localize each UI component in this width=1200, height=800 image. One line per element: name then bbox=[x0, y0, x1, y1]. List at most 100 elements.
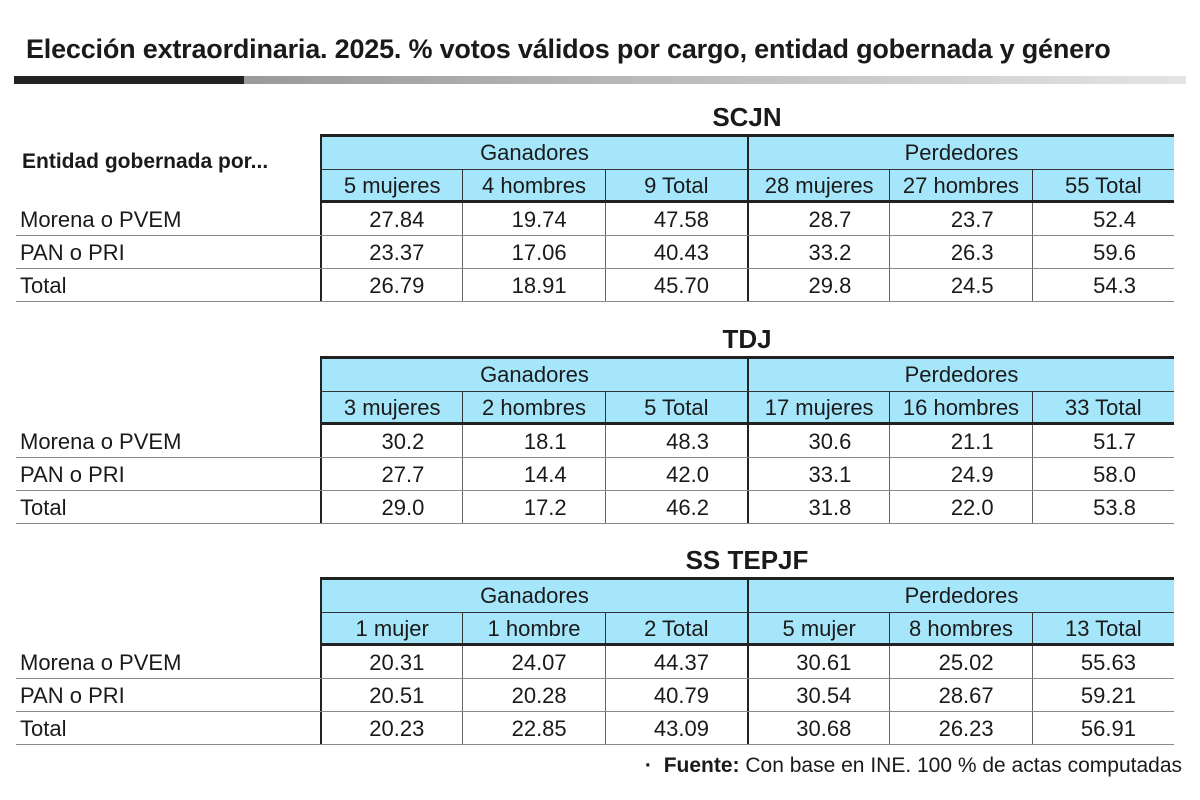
value-cell: 18.1 bbox=[462, 425, 604, 457]
title-underline bbox=[14, 76, 1186, 84]
table-top-rule bbox=[320, 577, 1174, 580]
table-row: PAN o PRI 20.51 20.28 40.79 30.54 28.67 59.21 bbox=[16, 679, 1174, 712]
value-cell: 47.58 bbox=[604, 203, 747, 235]
group-header-cell: Ganadores bbox=[320, 580, 747, 612]
value-cell: 58.0 bbox=[1031, 458, 1174, 490]
column-header-row: 1 mujer 1 hombre 2 Total 5 mujer 8 hombres 13… bbox=[320, 613, 1174, 646]
table-top-rule bbox=[320, 356, 1174, 359]
column-header-cell: 55 Total bbox=[1031, 170, 1174, 200]
value-cell: 29.0 bbox=[320, 491, 462, 523]
value-cell: 26.3 bbox=[889, 236, 1031, 268]
value-cell: 20.28 bbox=[462, 679, 604, 711]
row-label: PAN o PRI bbox=[20, 240, 125, 265]
table-row: Total 26.79 18.91 45.70 29.8 24.5 54.3 bbox=[16, 269, 1174, 302]
table-top-rule bbox=[320, 134, 1174, 137]
value-cell: 53.8 bbox=[1031, 491, 1174, 523]
value-cell: 25.02 bbox=[889, 646, 1031, 678]
value-cell: 26.23 bbox=[889, 712, 1031, 744]
group-header-cell: Perdedores bbox=[747, 359, 1174, 391]
column-header-cell: 28 mujeres bbox=[746, 170, 889, 200]
table-section-2: SS TEPJF Ganadores Perdedores 1 mujer 1 homb… bbox=[16, 545, 1174, 747]
value-cell: 22.85 bbox=[462, 712, 604, 744]
row-label: PAN o PRI bbox=[20, 683, 125, 708]
value-cell: 21.1 bbox=[889, 425, 1031, 457]
column-header-cell: 5 mujer bbox=[746, 613, 889, 643]
table-row: Total 29.0 17.2 46.2 31.8 22.0 53.8 bbox=[16, 491, 1174, 524]
column-header-cell: 33 Total bbox=[1031, 392, 1174, 422]
value-cell: 29.8 bbox=[746, 269, 889, 301]
row-label: Morena o PVEM bbox=[20, 429, 182, 454]
table-row: Total 20.23 22.85 43.09 30.68 26.23 56.91 bbox=[16, 712, 1174, 745]
column-header-cell: 9 Total bbox=[604, 170, 747, 200]
value-cell: 18.91 bbox=[462, 269, 604, 301]
table-section-1: TDJ Ganadores Perdedores 3 mujeres 2 hombres… bbox=[16, 324, 1174, 526]
value-cell: 28.67 bbox=[889, 679, 1031, 711]
group-header-cell: Ganadores bbox=[320, 359, 747, 391]
table-row: Morena o PVEM 27.84 19.74 47.58 28.7 23.7 52.4 bbox=[16, 203, 1174, 236]
value-cell: 27.7 bbox=[320, 458, 462, 490]
row-label: Total bbox=[20, 716, 67, 741]
value-cell: 33.2 bbox=[746, 236, 889, 268]
value-cell: 54.3 bbox=[1031, 269, 1174, 301]
chart-title: Elección extraordinaria. 2025. % votos v… bbox=[26, 34, 1111, 64]
column-header-cell: 2 hombres bbox=[462, 392, 604, 422]
group-header-cell: Perdedores bbox=[747, 580, 1174, 612]
row-label: Total bbox=[20, 495, 67, 520]
group-header-row: Ganadores Perdedores bbox=[320, 359, 1174, 392]
group-header-cell: Perdedores bbox=[747, 137, 1174, 169]
value-cell: 24.07 bbox=[462, 646, 604, 678]
value-cell: 30.6 bbox=[746, 425, 889, 457]
table-title: SCJN bbox=[712, 102, 782, 132]
value-cell: 24.5 bbox=[889, 269, 1031, 301]
column-header-row: 3 mujeres 2 hombres 5 Total 17 mujeres 16 ho… bbox=[320, 392, 1174, 425]
table-row: Morena o PVEM 30.2 18.1 48.3 30.6 21.1 51.7 bbox=[16, 425, 1174, 458]
value-cell: 59.6 bbox=[1031, 236, 1174, 268]
table-section-0: SCJN Entidad gobernada por... Ganadores Per… bbox=[16, 102, 1174, 304]
column-header-cell: 1 mujer bbox=[320, 613, 462, 643]
value-cell: 20.51 bbox=[320, 679, 462, 711]
value-cell: 56.91 bbox=[1031, 712, 1174, 744]
value-cell: 24.9 bbox=[889, 458, 1031, 490]
value-cell: 28.7 bbox=[746, 203, 889, 235]
value-cell: 17.2 bbox=[462, 491, 604, 523]
column-header-cell: 8 hombres bbox=[889, 613, 1031, 643]
row-header-label: Entidad gobernada por... bbox=[22, 150, 269, 173]
table-body: Morena o PVEM 20.31 24.07 44.37 30.61 25.02 55… bbox=[16, 646, 1174, 745]
value-cell: 19.74 bbox=[462, 203, 604, 235]
column-header-row: 5 mujeres 4 hombres 9 Total 28 mujeres 27 ho… bbox=[320, 170, 1174, 203]
column-header-cell: 16 hombres bbox=[889, 392, 1031, 422]
table-row: Morena o PVEM 20.31 24.07 44.37 30.61 25.02 55… bbox=[16, 646, 1174, 679]
table-body: Morena o PVEM 30.2 18.1 48.3 30.6 21.1 51.7 PAN… bbox=[16, 425, 1174, 524]
group-header-cell: Ganadores bbox=[320, 137, 747, 169]
row-label: PAN o PRI bbox=[20, 462, 125, 487]
value-cell: 55.63 bbox=[1031, 646, 1174, 678]
table-row: PAN o PRI 27.7 14.4 42.0 33.1 24.9 58.0 bbox=[16, 458, 1174, 491]
value-cell: 30.68 bbox=[746, 712, 889, 744]
column-header-cell: 3 mujeres bbox=[320, 392, 462, 422]
group-header-row: Ganadores Perdedores bbox=[320, 580, 1174, 613]
value-cell: 45.70 bbox=[604, 269, 747, 301]
column-header-cell: 5 mujeres bbox=[320, 170, 462, 200]
column-header-cell: 17 mujeres bbox=[746, 392, 889, 422]
source-bullet: · bbox=[644, 754, 652, 777]
column-header-cell: 1 hombre bbox=[462, 613, 604, 643]
value-cell: 59.21 bbox=[1031, 679, 1174, 711]
value-cell: 52.4 bbox=[1031, 203, 1174, 235]
value-cell: 46.2 bbox=[604, 491, 747, 523]
value-cell: 22.0 bbox=[889, 491, 1031, 523]
value-cell: 51.7 bbox=[1031, 425, 1174, 457]
value-cell: 30.61 bbox=[746, 646, 889, 678]
value-cell: 44.37 bbox=[604, 646, 747, 678]
table-row: PAN o PRI 23.37 17.06 40.43 33.2 26.3 59.6 bbox=[16, 236, 1174, 269]
row-label: Morena o PVEM bbox=[20, 207, 182, 232]
column-header-cell: 2 Total bbox=[604, 613, 747, 643]
value-cell: 23.7 bbox=[889, 203, 1031, 235]
value-cell: 23.37 bbox=[320, 236, 462, 268]
value-cell: 33.1 bbox=[746, 458, 889, 490]
value-cell: 27.84 bbox=[320, 203, 462, 235]
source-note: · Fuente: Con base en INE. 100 % de acta… bbox=[645, 754, 1182, 778]
table-body: Morena o PVEM 27.84 19.74 47.58 28.7 23.7 52.4… bbox=[16, 203, 1174, 302]
value-cell: 14.4 bbox=[462, 458, 604, 490]
value-cell: 31.8 bbox=[746, 491, 889, 523]
value-cell: 43.09 bbox=[604, 712, 747, 744]
